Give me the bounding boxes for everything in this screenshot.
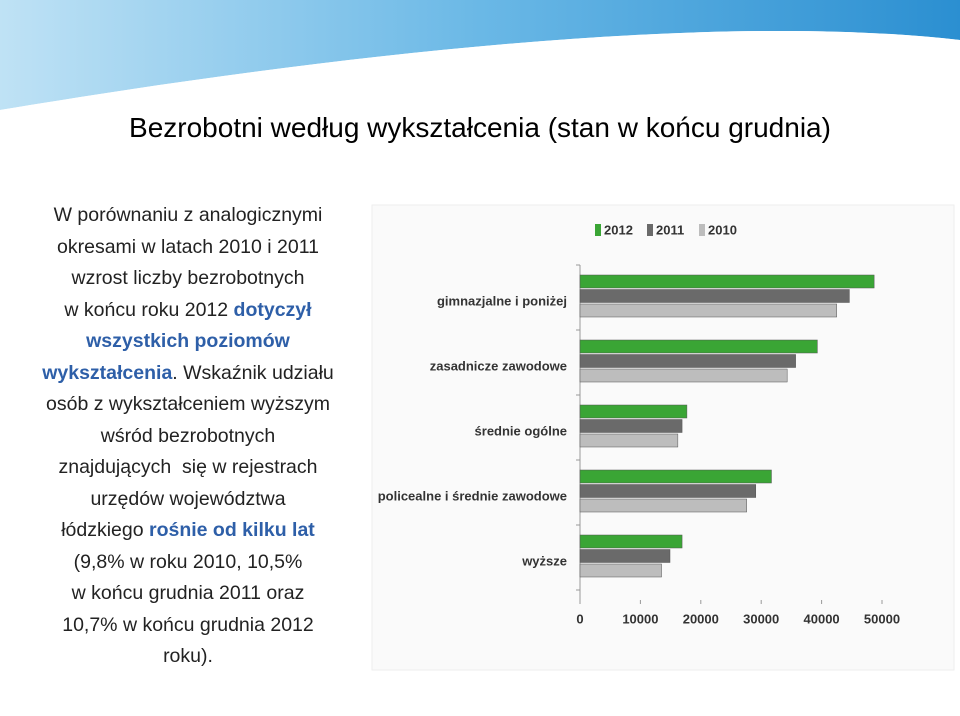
x-tick-label: 10000 <box>622 611 658 626</box>
bar <box>579 433 679 448</box>
x-tick-label: 0 <box>576 611 583 626</box>
text-line: wykształcenia. Wskaźnik udziału <box>8 358 368 390</box>
bar <box>579 274 875 289</box>
legend-label: 2011 <box>656 222 684 237</box>
legend-label: 2012 <box>604 222 633 237</box>
text-segment: wzrost liczby bezrobotnych <box>71 267 305 289</box>
text-line: łódzkiego rośnie od kilku lat <box>8 515 368 547</box>
text-segment: w końcu roku 2012 <box>64 298 234 321</box>
legend-swatch <box>647 224 653 236</box>
emphasis-text: wszystkich poziomów <box>86 330 290 352</box>
text-segment: roku). <box>163 645 213 667</box>
emphasis-text: wykształcenia <box>42 361 173 384</box>
y-tick-label: gimnazjalne i poniżej <box>437 293 567 308</box>
legend-swatch <box>699 224 705 236</box>
bar <box>579 484 757 498</box>
text-line: 10,7% w końcu grudnia 2012 <box>8 610 368 642</box>
emphasis-text: rośnie od kilku lat <box>149 519 315 541</box>
x-tick-label: 20000 <box>683 611 719 626</box>
text-line: w końcu roku 2012 dotyczył <box>8 295 368 327</box>
x-tick-label: 40000 <box>804 611 840 626</box>
bar <box>579 404 688 419</box>
emphasis-text: dotyczył <box>233 298 312 321</box>
bar <box>579 303 837 318</box>
text-line: wśród bezrobotnych <box>8 421 368 453</box>
text-segment: urzędów województwa <box>90 487 286 510</box>
x-tick-label: 30000 <box>743 611 779 626</box>
bar <box>579 354 796 368</box>
text-line: wzrost liczby bezrobotnych <box>8 263 368 295</box>
text-segment: W porównaniu z analogicznymi <box>53 204 323 226</box>
bar <box>579 498 747 513</box>
bar <box>579 469 772 484</box>
text-line: w końcu grudnia 2011 oraz <box>8 578 368 610</box>
legend-swatch <box>595 224 601 236</box>
text-segment: osób z wykształceniem wyższym <box>46 393 330 415</box>
text-line: urzędów województwa <box>8 484 368 516</box>
text-segment: (9,8% w roku 2010, 10,5% <box>73 550 303 573</box>
text-line: (9,8% w roku 2010, 10,5% <box>8 547 368 579</box>
text-line: wszystkich poziomów <box>8 326 368 358</box>
bar <box>579 534 683 549</box>
y-tick-label: zasadnicze zawodowe <box>430 358 567 373</box>
text-segment: wśród bezrobotnych <box>100 424 276 447</box>
y-tick-label: średnie ogólne <box>475 423 567 438</box>
slide-title: Bezrobotni według wykształcenia (stan w … <box>129 112 831 143</box>
y-tick-label: wyższe <box>521 553 567 568</box>
y-tick-label: policealne i średnie zawodowe <box>378 488 567 503</box>
bar <box>579 339 818 354</box>
text-segment: znajdujących się w rejestrach <box>58 456 318 478</box>
text-segment: 10,7% w końcu grudnia 2012 <box>62 613 314 636</box>
bar <box>579 289 850 303</box>
slide-text: W porównaniu z analogicznymi okresami w l… <box>8 200 368 673</box>
text-line: okresami w latach 2010 i 2011 <box>8 232 368 264</box>
text-line: roku). <box>8 641 368 673</box>
legend-label: 2010 <box>708 222 737 237</box>
bar <box>579 563 662 578</box>
text-line: osób z wykształceniem wyższym <box>8 389 368 421</box>
text-line: znajdujących się w rejestrach <box>8 452 368 484</box>
bar <box>579 368 788 383</box>
bar <box>579 549 671 563</box>
x-tick-label: 50000 <box>864 611 900 626</box>
text-segment: . Wskaźnik udziału <box>172 361 334 384</box>
text-segment: w końcu grudnia 2011 oraz <box>71 582 305 604</box>
text-line: W porównaniu z analogicznymi <box>8 200 368 232</box>
text-segment: łódzkiego <box>61 519 149 541</box>
bar <box>579 419 683 433</box>
text-segment: okresami w latach 2010 i 2011 <box>57 235 319 258</box>
